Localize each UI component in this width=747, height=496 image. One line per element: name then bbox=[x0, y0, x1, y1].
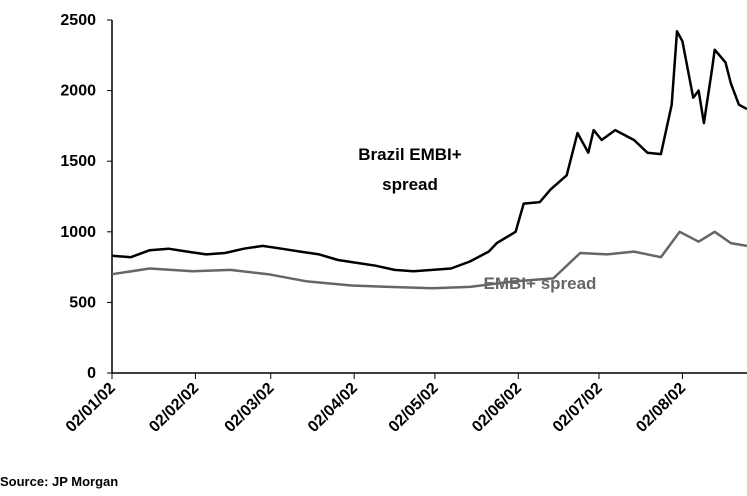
x-tick-label: 02/06/02 bbox=[469, 380, 525, 436]
series-line bbox=[111, 30, 747, 273]
x-tick-label: 02/05/02 bbox=[386, 380, 442, 436]
x-tick-label: 02/01/02 bbox=[63, 380, 119, 436]
y-tick-label: 1000 bbox=[60, 224, 96, 241]
y-tick-label: 500 bbox=[69, 294, 96, 311]
y-tick-label: 2500 bbox=[60, 12, 96, 29]
annotation: EMBI+ spread bbox=[484, 274, 597, 293]
y-tick-label: 1500 bbox=[60, 153, 96, 170]
x-tick-label: 02/07/02 bbox=[550, 380, 606, 436]
source: Source: JP Morgan bbox=[0, 474, 118, 489]
annotation: spread bbox=[382, 175, 438, 194]
y-tick-label: 0 bbox=[87, 365, 96, 382]
x-tick-label: 02/02/02 bbox=[146, 380, 202, 436]
x-tick-label: 02/03/02 bbox=[222, 380, 278, 436]
annotation: Brazil EMBI+ bbox=[358, 145, 462, 164]
series-line bbox=[111, 230, 747, 290]
x-tick-label: 02/08/02 bbox=[633, 380, 689, 436]
x-tick-label: 02/04/02 bbox=[305, 380, 361, 436]
y-tick-label: 2000 bbox=[60, 83, 96, 100]
